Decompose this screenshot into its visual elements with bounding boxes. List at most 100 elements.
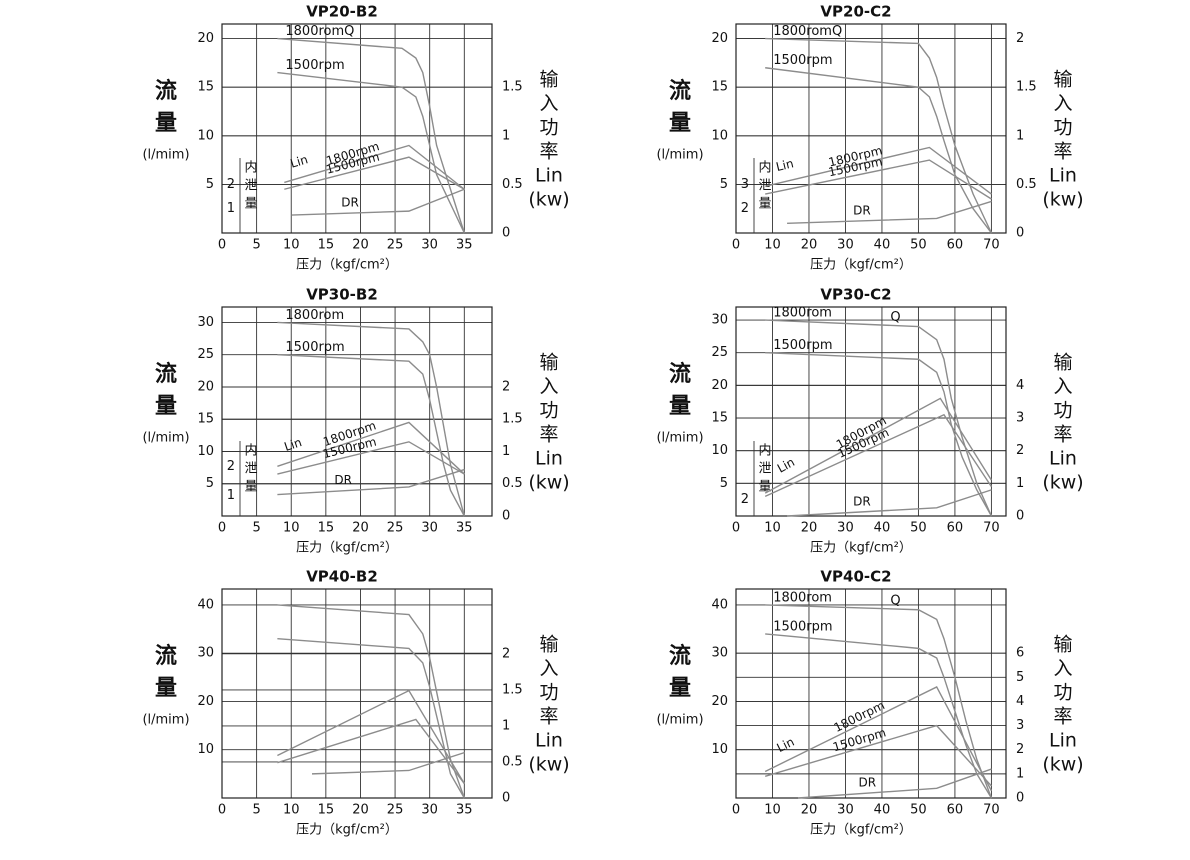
y2-axis-label: Lin [535,165,563,187]
x-tick-label: 20 [352,521,369,536]
curve-label: 1800rom [285,308,344,323]
y2-tick-label: 0.5 [502,754,523,769]
y2-tick-label: 0 [1016,791,1024,806]
y2-axis-label: 功 [539,400,558,422]
x-axis-label: 压力（kgf/cm²） [810,541,912,556]
y2-axis-label: 功 [539,117,558,139]
chart-title: VP30-C2 [820,286,891,304]
x-tick-label: 70 [983,521,1000,536]
leak-tick-label: 2 [227,459,235,474]
curve [765,352,993,517]
curve [764,413,992,498]
y2-tick-label: 0.5 [502,476,523,491]
x-tick-label: 20 [801,521,818,536]
leak-tick-label: 2 [741,492,749,507]
x-tick-label: 20 [801,238,818,253]
curve [277,321,465,517]
y-tick-label: 30 [711,646,728,661]
y-tick-label: 10 [711,742,728,757]
y-tick-label: 30 [197,646,214,661]
chart-panel: VP30-C2 0 10 20 30 40 50 60 70 5 10 15 20 25 30 0 1 2 3 4 内泄… [656,286,1083,556]
y2-axis-label: 率 [1053,424,1072,446]
y2-tick-label: 2 [502,646,510,661]
x-tick-label: 10 [764,521,781,536]
curve [277,71,465,234]
y2-axis-label: Lin [1049,448,1077,470]
x-tick-label: 5 [252,238,260,253]
x-tick-label: 60 [947,238,964,253]
leak-label: 内 [758,160,771,176]
plot-frame [221,306,493,517]
y2-axis-label: 入 [1053,93,1072,115]
x-tick-label: 30 [421,238,438,253]
y2-tick-label: 3 [1016,411,1024,426]
y2-tick-label: 1 [1016,128,1024,143]
x-axis-label: 压力（kgf/cm²） [296,823,398,838]
curve-label: DR [859,776,877,790]
x-tick-label: 25 [387,803,404,818]
y2-axis-label: 入 [539,93,558,115]
y2-tick-label: 2 [1016,443,1024,458]
y-tick-label: 25 [711,345,728,360]
leak-label: 泄 [758,179,771,194]
x-tick-label: 20 [801,803,818,818]
chart-title: VP40-C2 [820,568,891,586]
curve-label: DR [341,196,359,210]
y2-tick-label: 0 [1016,226,1024,241]
x-tick-label: 50 [910,803,927,818]
y2-tick-label: 0 [1016,509,1024,524]
y2-tick-label: 0.5 [1016,177,1037,192]
x-tick-label: 5 [252,521,260,536]
lin-mark: Lin [775,735,797,755]
y-tick-label: 10 [711,443,728,458]
x-tick-label: 10 [283,238,300,253]
x-tick-label: 20 [352,803,369,818]
y-axis-label: 流 [155,78,177,104]
y-tick-label: 10 [197,444,214,459]
y2-axis-label: (kw) [1042,472,1083,494]
curve-label: 1500rpm [285,58,344,73]
y2-axis-label: 输 [1053,69,1072,91]
y2-axis-label: 率 [539,141,558,163]
leak-label: 内 [244,443,257,459]
x-tick-label: 70 [983,238,1000,253]
y2-tick-label: 1.5 [502,80,523,95]
y2-axis-label: 输 [539,352,558,374]
y-axis-label: 流 [669,78,691,104]
y-axis-unit: (l/mim) [142,431,189,446]
y2-tick-label: 1 [502,718,510,733]
chart-panel: VP20-C2 0 10 20 30 40 50 60 70 5 10 15 20 0 0.5 1 1.5 2 内泄… [656,3,1083,273]
y2-axis-label: 输 [1053,352,1072,374]
curve [277,37,465,234]
y-axis-label: 量 [669,676,691,701]
y2-axis-label: Lin [535,730,563,752]
leak-tick-label: 1 [227,488,235,503]
curve [284,156,465,190]
leak-label: 内 [758,443,771,459]
y-tick-label: 20 [197,379,214,394]
y-axis-label: 流 [155,643,177,669]
x-tick-label: 25 [387,238,404,253]
curve [765,146,992,195]
y2-tick-label: 1.5 [1016,80,1037,95]
y-tick-label: 10 [197,742,214,757]
leak-label: 量 [758,480,771,495]
leak-label: 量 [244,197,257,212]
y-tick-label: 20 [197,31,214,46]
chart-panel: VP40-C2 0 10 20 30 40 50 60 70 10 20 30 40 0 1 2 3 4 5 6 流量 (… [656,568,1083,838]
y-tick-label: 5 [206,476,214,491]
x-tick-label: 10 [764,238,781,253]
x-tick-label: 15 [318,238,335,253]
y2-axis-label: 功 [539,682,558,704]
curve-label: 1800rom [773,306,832,321]
leak-tick-label: 2 [227,177,235,192]
plot-frame [735,23,1007,234]
y-tick-label: 15 [711,411,728,426]
y-axis-label: 流 [669,643,691,669]
leak-label: 泄 [758,462,771,477]
x-tick-label: 60 [947,521,964,536]
y2-axis-label: Lin [1049,730,1077,752]
y2-tick-label: 0.5 [502,177,523,192]
y2-tick-label: 4 [1016,378,1024,393]
curve-label: 1500rpm [773,338,832,353]
